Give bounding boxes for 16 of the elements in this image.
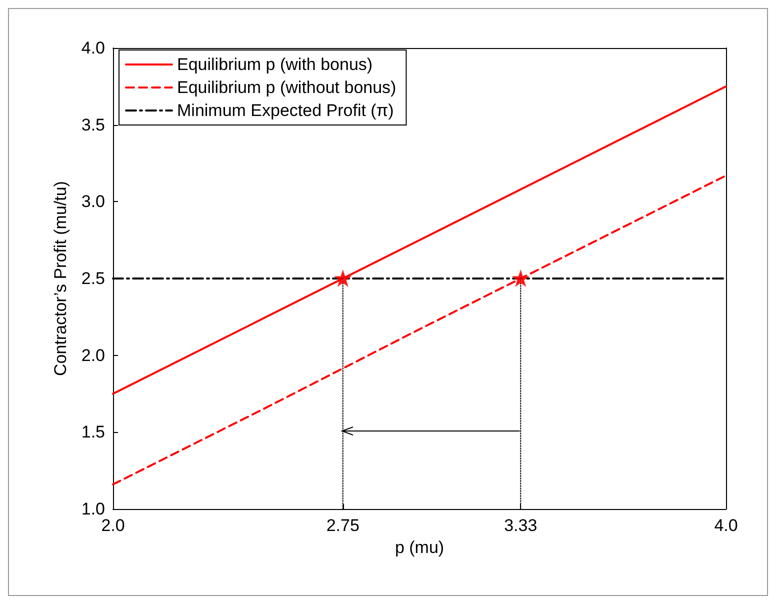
y-axis-title: Contractor’s Profit (mu/tu): [51, 181, 70, 376]
x-tick-label: 3.33: [504, 516, 538, 535]
legend-label: Equilibrium p (without bonus): [177, 78, 396, 97]
legend-label: Minimum Expected Profit (π): [177, 101, 394, 120]
x-tick-label: 4.0: [714, 516, 738, 535]
y-tick-label: 1.5: [81, 422, 105, 442]
x-tick-label: 2.0: [101, 516, 125, 535]
y-tick-label: 4.0: [81, 38, 105, 58]
y-tick-label: 2.0: [81, 346, 105, 365]
y-tick-label: 3.5: [81, 115, 105, 134]
y-tick-label: 3.0: [81, 192, 105, 212]
legend-label: Equilibrium p (with bonus): [177, 55, 373, 74]
x-tick-label: 2.75: [326, 516, 360, 535]
y-tick-label: 1.0: [81, 500, 105, 518]
x-axis-title: p (mu): [394, 538, 444, 557]
y-tick-label: 2.5: [81, 269, 105, 288]
